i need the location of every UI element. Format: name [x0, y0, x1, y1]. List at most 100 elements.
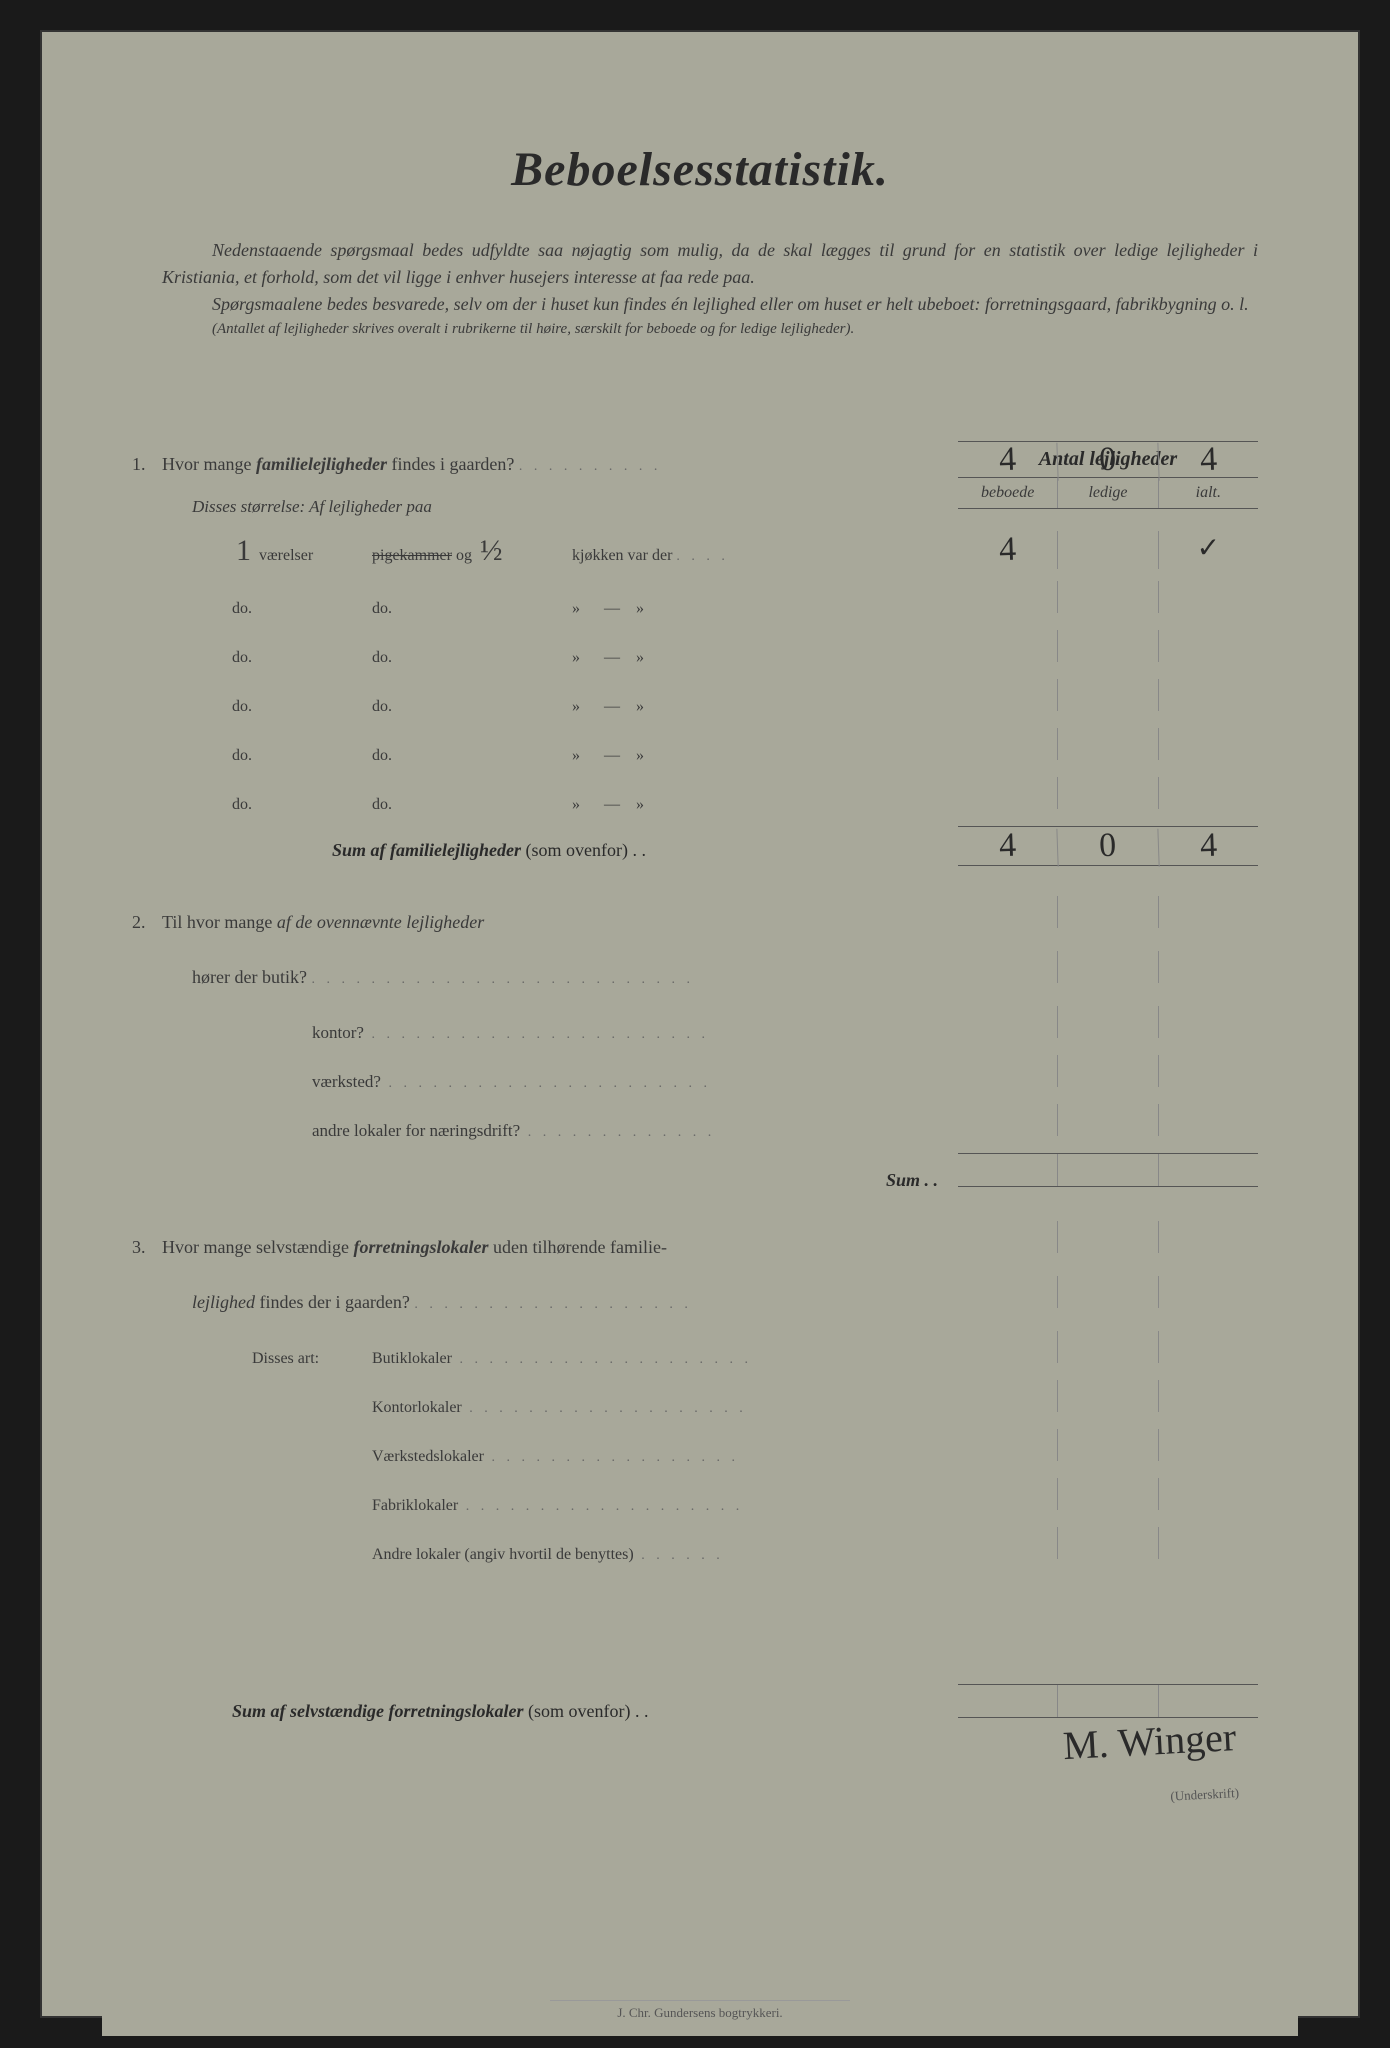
do-c1: do.: [232, 747, 372, 765]
row1-vaer-hw: 1: [236, 534, 251, 568]
q3-text-b: uden tilhørende familie-: [489, 1237, 667, 1257]
do-c2: do.: [372, 600, 572, 618]
row1-check: ✓: [1158, 531, 1258, 569]
questions: 1. Hvor mange familielejligheder findes …: [102, 441, 1298, 1836]
q2-sub-kontor: kontor? . . . . . . . . . . . . . . . . …: [132, 1006, 1298, 1043]
sub-text: kontor?: [312, 1023, 364, 1042]
q2-row: 2. Til hvor mange af de ovennævnte lejli…: [132, 896, 1298, 933]
do-vals: [958, 630, 1258, 662]
q1-do-row: do. do. » — »: [132, 679, 1298, 716]
q2-sub-vaerksted: værksted? . . . . . . . . . . . . . . . …: [132, 1055, 1298, 1092]
do-c3: » — »: [572, 649, 958, 667]
q2-num: 2.: [132, 912, 162, 933]
q1-size-row1: 1 værelser pigekammer og ½ kjøkken var d…: [132, 531, 1298, 569]
q3-art-butik: Disses art: Butiklokaler . . . . . . . .…: [132, 1331, 1298, 1368]
row1-vaerelser: værelser: [259, 547, 313, 564]
q1-num: 1.: [132, 454, 162, 475]
q3-sub-text: Fabriklokaler: [372, 1497, 458, 1514]
q1-do-row: do. do. » — »: [132, 777, 1298, 814]
q3-art-vaerksted: Værkstedslokaler . . . . . . . . . . . .…: [132, 1429, 1298, 1466]
do-c3: » — »: [572, 796, 958, 814]
q3-art-andre: Andre lokaler (angiv hvortil de benyttes…: [132, 1527, 1298, 1564]
document-frame: Beboelsesstatistik. Nedenstaaende spørgs…: [40, 30, 1360, 2018]
do-c2: do.: [372, 649, 572, 667]
q1-do-row: do. do. » — »: [132, 728, 1298, 765]
col-ialt: ialt.: [1158, 478, 1258, 508]
sum-em: Sum af familielejligheder: [332, 840, 521, 860]
signature-label: (Underskrift): [1170, 1785, 1239, 1804]
do-c2: do.: [372, 796, 572, 814]
do-vals: [958, 777, 1258, 809]
col-beboede: beboede: [958, 478, 1057, 508]
do-c3: » — »: [572, 698, 958, 716]
dots: . . . .: [676, 549, 729, 564]
q1-val-ledige: 0: [1057, 439, 1159, 480]
sum-v3: 4: [1157, 825, 1259, 866]
sub-text: værksted?: [312, 1072, 381, 1091]
q2-line2-text: hører der butik?: [192, 967, 307, 987]
content-area: Antal lejligheder beboede ledige ialt. 1…: [102, 441, 1298, 1836]
intro-block: Nedenstaaende spørgsmaal bedes udfyldte …: [162, 237, 1258, 341]
row1-kjok-hw: ½: [480, 534, 503, 568]
do-c1: do.: [232, 796, 372, 814]
q1-text: Hvor mange familielejligheder findes i g…: [162, 454, 958, 475]
row1-v2: [1057, 531, 1157, 569]
q3-art-kontor: Kontorlokaler . . . . . . . . . . . . . …: [132, 1380, 1298, 1417]
row1-vals: 4 ✓: [958, 531, 1258, 569]
q2-line2: hører der butik? . . . . . . . . . . . .…: [132, 951, 1298, 988]
table-header-cols: beboede ledige ialt.: [958, 478, 1258, 509]
do-vals: [958, 728, 1258, 760]
q2-sub-andre: andre lokaler for næringsdrift? . . . . …: [132, 1104, 1298, 1141]
q1-text-em: familielejligheder: [256, 454, 387, 474]
q2-text-em: af de ovennævnte lejligheder: [277, 912, 484, 932]
q1-sum-label: Sum af familielejligheder (som ovenfor) …: [332, 840, 958, 861]
sum-v1: 4: [957, 825, 1058, 866]
q1-size-label: Disses størrelse: Af lejligheder paa: [192, 497, 432, 517]
do-vals: [958, 679, 1258, 711]
row1-v1: 4: [957, 529, 1058, 570]
q3-art-label: Disses art:: [252, 1350, 372, 1368]
dots: . . . . . . . . . .: [519, 459, 662, 474]
q3-sub-text: Kontorlokaler: [372, 1399, 462, 1416]
q2-vals: [958, 896, 1258, 928]
row1-strike: pigekammer: [372, 547, 452, 564]
q3-sub-text: Butiklokaler: [372, 1350, 452, 1367]
row1-kjokken: kjøkken var der . . . .: [572, 547, 958, 565]
q1-row: 1. Hvor mange familielejligheder findes …: [132, 441, 1298, 479]
sum-v2: 0: [1057, 825, 1159, 866]
q1-text-b: findes i gaarden?: [387, 454, 514, 474]
q2-vals: [958, 951, 1258, 983]
q1-val-beboede: 4: [957, 439, 1058, 480]
intro-p1: Nedenstaaende spørgsmaal bedes udfyldte …: [162, 237, 1258, 291]
do-c1: do.: [232, 698, 372, 716]
final-sum-label: Sum af selvstændige forretningslokaler (…: [232, 1701, 958, 1722]
do-c2: do.: [372, 698, 572, 716]
q2-sum-vals: [958, 1153, 1258, 1187]
intro-p2: Spørgsmaalene bedes besvarede, selv om d…: [162, 291, 1258, 318]
q3-line2: lejlighed findes der i gaarden? . . . . …: [132, 1276, 1298, 1313]
q2-sum: Sum . .: [132, 1153, 1298, 1191]
q1-val-ialt: 4: [1157, 439, 1259, 480]
do-c1: do.: [232, 600, 372, 618]
page-title: Beboelsesstatistik.: [102, 142, 1298, 197]
final-sum-vals: [958, 1684, 1258, 1718]
row1-kjokken-text: kjøkken var der: [572, 547, 672, 564]
q1-text-a: Hvor mange: [162, 454, 256, 474]
q3-row: 3. Hvor mange selvstændige forretningslo…: [132, 1221, 1298, 1258]
q1-sum-row: Sum af familielejligheder (som ovenfor) …: [132, 826, 1298, 866]
do-c3: » — »: [572, 747, 958, 765]
q1-sum-vals: 4 0 4: [958, 826, 1258, 866]
col-ledige: ledige: [1057, 478, 1157, 508]
do-c3: » — »: [572, 600, 958, 618]
q1-do-row: do. do. » — »: [132, 630, 1298, 667]
q2-text: Til hvor mange af de ovennævnte lejlighe…: [162, 912, 958, 933]
q3-line2-em: lejlighed: [192, 1292, 255, 1312]
do-c1: do.: [232, 649, 372, 667]
q1-values: 4 0 4: [958, 441, 1258, 479]
do-c2: do.: [372, 747, 572, 765]
final-sum-row: Sum af selvstændige forretningslokaler (…: [132, 1684, 1298, 1722]
page: Beboelsesstatistik. Nedenstaaende spørgs…: [102, 142, 1298, 2036]
q2-text-a: Til hvor mange: [162, 912, 277, 932]
q1-do-row: do. do. » — »: [132, 581, 1298, 618]
intro-p3: (Antallet af lejligheder skrives overalt…: [162, 318, 1258, 341]
